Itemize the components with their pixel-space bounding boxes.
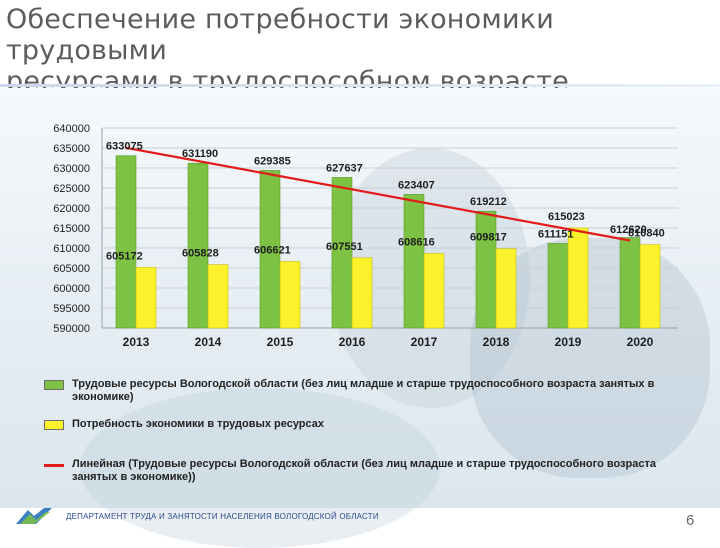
bar-labor-resources (115, 155, 137, 329)
data-label-labor-resources: 611151 (538, 228, 574, 240)
legend-label-trendline: Линейная (Трудовые ресурсы Вологодской о… (72, 458, 656, 483)
legend-item-demand: Потребность экономики в трудовых ресурса… (44, 418, 684, 434)
bar-labor-resources (331, 177, 353, 329)
x-tick-label: 2016 (339, 335, 366, 349)
bar-labor-resources (403, 194, 425, 329)
bar-labor-resources (619, 237, 641, 329)
legend-swatch-yellow (44, 420, 64, 430)
data-label-demand: 610840 (628, 228, 665, 240)
bar-demand (135, 267, 157, 329)
x-tick-label: 2015 (267, 335, 294, 349)
department-logo-icon (16, 508, 52, 524)
trendline-line (125, 146, 631, 242)
bar-demand (423, 253, 445, 329)
y-tick-label: 600000 (53, 283, 90, 295)
data-label-labor-resources: 627637 (326, 162, 363, 174)
legend-item-labor-resources: Трудовые ресурсы Вологодской области (бе… (44, 378, 684, 408)
x-tick-label: 2020 (627, 335, 654, 349)
trendline (125, 146, 631, 242)
legend-swatch-trendline (44, 464, 64, 467)
data-label-labor-resources: 631190 (182, 148, 218, 160)
x-tick-label: 2017 (411, 335, 438, 349)
y-tick-label: 640000 (53, 123, 90, 135)
bar-demand (567, 227, 589, 329)
data-label-demand: 609817 (470, 232, 507, 244)
bar-demand (279, 261, 301, 329)
bar-demand (351, 257, 373, 329)
y-tick-label: 630000 (53, 163, 90, 175)
legend-label-labor-resources: Трудовые ресурсы Вологодской области (бе… (72, 378, 655, 403)
y-tick-label: 610000 (53, 243, 90, 255)
data-label-demand: 615023 (548, 211, 585, 223)
data-label-labor-resources: 612620 (610, 224, 647, 236)
x-tick-label: 2018 (483, 335, 510, 349)
data-label-demand: 605172 (106, 250, 143, 262)
y-tick-label: 620000 (53, 203, 90, 215)
y-tick-label: 635000 (53, 143, 90, 155)
title-divider (0, 84, 720, 87)
data-label-demand: 606621 (254, 245, 291, 257)
bar-labor-resources (259, 170, 281, 329)
x-axis-ticks: 2013 2014 2015 2016 2017 2018 2019 2020 (123, 335, 654, 349)
bar-demand (639, 244, 661, 329)
y-tick-label: 615000 (53, 223, 90, 235)
data-label-demand: 608616 (398, 237, 435, 249)
data-label-labor-resources: 623407 (398, 179, 435, 191)
y-axis-ticks: 640000 635000 630000 625000 620000 615000 6100… (53, 123, 90, 335)
bar-chart: 640000 635000 630000 625000 620000 615000 6100… (53, 123, 678, 349)
legend-swatch-green (44, 380, 64, 390)
background-shape (80, 388, 440, 548)
data-label-labor-resources: 629385 (254, 155, 291, 167)
data-labels: 633075 605172 631190 605828 629385 606621 6276… (106, 141, 665, 263)
bar-demand (207, 264, 229, 329)
bar-labor-resources (187, 162, 209, 329)
page-number: 6 (686, 512, 695, 529)
data-label-labor-resources: 619212 (470, 196, 507, 208)
data-label-demand: 607551 (326, 241, 363, 253)
bar-demand (495, 248, 517, 329)
x-tick-label: 2019 (555, 335, 582, 349)
data-label-demand: 605828 (182, 248, 219, 260)
bar-labor-resources (547, 243, 569, 329)
slide-title-line-1: Обеспечение потребности экономики трудов… (6, 4, 554, 66)
legend-label-demand: Потребность экономики в трудовых ресурса… (72, 418, 325, 430)
x-tick-label: 2014 (195, 335, 222, 349)
y-tick-label: 595000 (53, 303, 90, 315)
x-tick-label: 2013 (123, 335, 150, 349)
y-tick-label: 605000 (53, 263, 90, 275)
bars (115, 155, 661, 329)
y-tick-label: 590000 (53, 323, 90, 335)
legend-item-trendline: Линейная (Трудовые ресурсы Вологодской о… (44, 458, 684, 488)
data-label-labor-resources: 633075 (106, 141, 143, 153)
y-tick-label: 625000 (53, 183, 90, 195)
footer-department-name: ДЕПАРТАМЕНТ ТРУДА И ЗАНЯТОСТИ НАСЕЛЕНИЯ … (66, 512, 379, 521)
bar-labor-resources (475, 210, 497, 329)
